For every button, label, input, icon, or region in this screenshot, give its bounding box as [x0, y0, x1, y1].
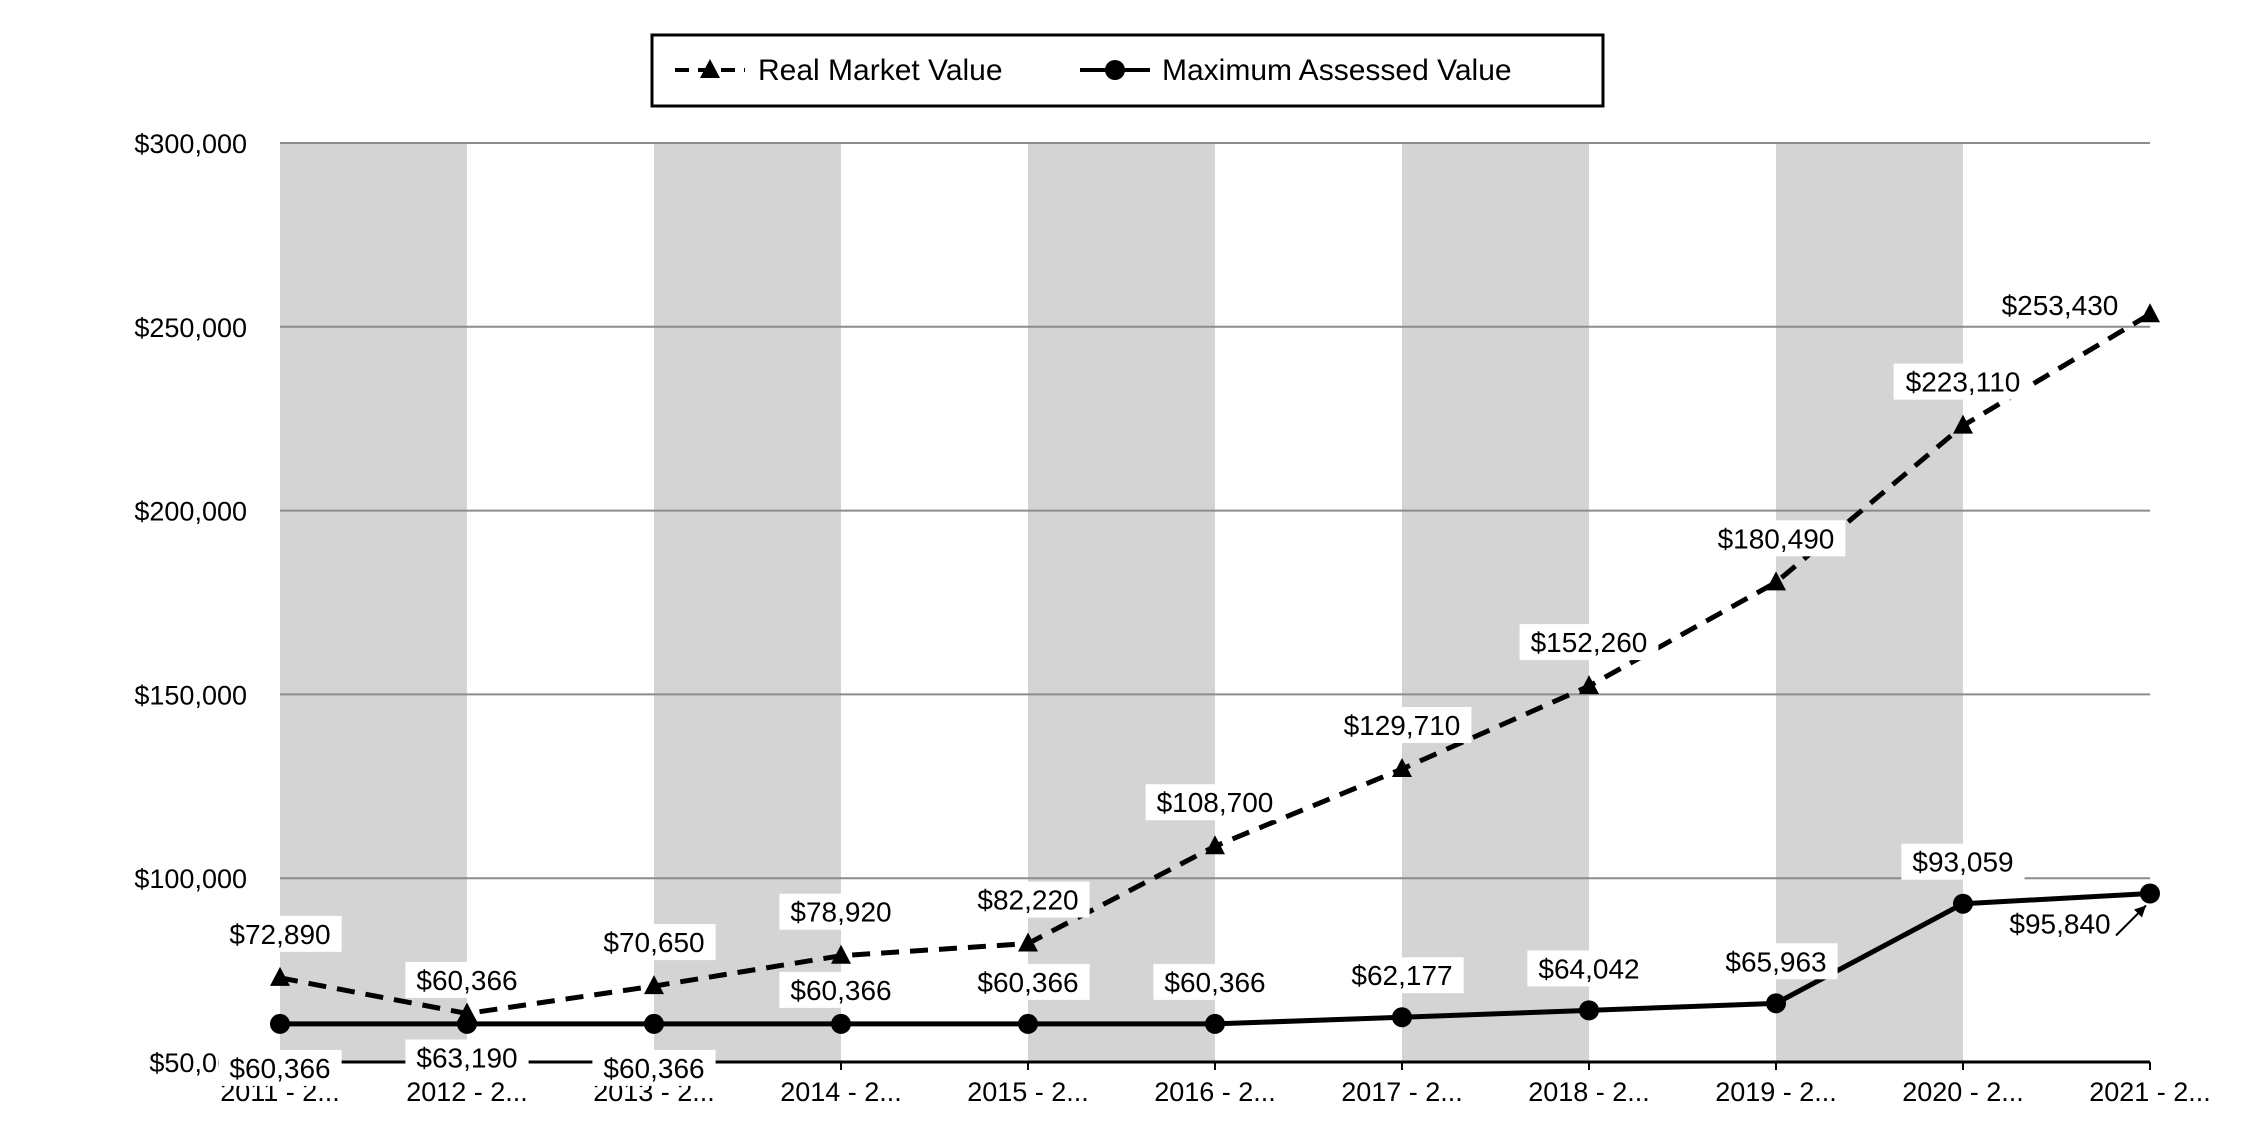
real-market-value-point [1392, 757, 1412, 777]
max-assessed-value-point [831, 1013, 851, 1034]
max-assessed-value-point [2140, 883, 2160, 904]
max-assessed-value-label: $60,366 [229, 1053, 330, 1084]
real-market-value-label: $82,220 [977, 885, 1078, 916]
real-market-value-point [1018, 932, 1038, 952]
x-tick-label: 2015 - 2... [967, 1077, 1089, 1107]
max-assessed-value-label-bg [1998, 905, 2122, 942]
max-assessed-value-point [644, 1013, 664, 1034]
max-assessed-value-label-bg [779, 971, 903, 1008]
column-band [1402, 143, 1589, 1062]
real-market-value-point [270, 966, 290, 986]
max-assessed-value-point [1766, 993, 1786, 1014]
y-tick-label: $250,000 [134, 313, 247, 343]
real-market-value-label: $70,650 [603, 927, 704, 958]
max-assessed-value-label-bg [1714, 943, 1838, 980]
x-tick-label: 2021 - 2... [2089, 1077, 2211, 1107]
real-market-value-label: $152,260 [1531, 627, 1648, 658]
real-market-value-point [1766, 571, 1786, 591]
max-assessed-value-label: $95,840 [2009, 908, 2110, 939]
max-assessed-value-label: $62,177 [1351, 960, 1452, 991]
real-market-value-label-bg [1990, 287, 2130, 324]
real-market-value-label: $72,890 [229, 919, 330, 950]
y-tick-label: $200,000 [134, 497, 247, 527]
column-bands [280, 143, 1963, 1062]
real-market-value-label-bg [592, 924, 716, 961]
x-tick-label: 2018 - 2... [1528, 1077, 1650, 1107]
y-tick-label: $150,000 [134, 680, 247, 710]
max-assessed-value-label: $65,963 [1725, 946, 1826, 977]
y-tick-label: $100,000 [134, 864, 247, 894]
x-tick-label: 2014 - 2... [780, 1077, 902, 1107]
real-market-value-label-bg [1893, 363, 2033, 400]
max-assessed-value-label: $60,366 [977, 967, 1078, 998]
max-assessed-value-label: $60,366 [1164, 967, 1265, 998]
max-assessed-value-label-bg [966, 963, 1090, 1000]
real-market-value-label-bg [779, 893, 903, 930]
legend-rmv-label: Real Market Value [758, 54, 1003, 87]
max-assessed-value-label-bg [1527, 950, 1651, 987]
max-assessed-value-point [457, 1013, 477, 1034]
max-assessed-value-label-bg [1153, 963, 1277, 1000]
x-tick-label: 2012 - 2... [406, 1077, 528, 1107]
real-market-value-point [1579, 675, 1599, 695]
max-assessed-value-label: $60,366 [790, 975, 891, 1006]
max-assessed-value-point [1579, 1000, 1599, 1021]
legend-rmv-marker [700, 59, 720, 78]
max-assessed-value-point [1205, 1013, 1225, 1034]
gridlines: $50,000$100,000$150,000$200,000$250,000$… [134, 129, 2150, 1078]
axes: 2011 - 2... 2012 - 2... 2013 - 2... 2014 - … [220, 1060, 2211, 1107]
real-market-value-label-bg [405, 1039, 529, 1076]
column-band [280, 143, 467, 1062]
x-tick-label: 2020 - 2... [1902, 1077, 2024, 1107]
max-assessed-value-point [270, 1013, 290, 1034]
column-band [1028, 143, 1215, 1062]
real-market-value-label: $180,490 [1718, 523, 1835, 554]
data-labels: $72,890 $63,190 $70,650 $78,920 $82,220 $108,… [218, 287, 2147, 1086]
real-market-value-label-bg [966, 881, 1090, 918]
max-assessed-value-point [1392, 1007, 1412, 1028]
real-market-value-label: $63,190 [416, 1043, 517, 1074]
legend-mav-label: Maximum Assessed Value [1162, 54, 1512, 87]
label-leader-arrow [2134, 905, 2146, 918]
real-market-value-label-bg [218, 915, 342, 952]
y-tick-label: $300,000 [134, 129, 247, 159]
real-market-value-label: $108,700 [1157, 787, 1274, 818]
max-assessed-value-label-bg [218, 1049, 342, 1086]
max-assessed-value-label-bg [405, 961, 529, 998]
real-market-value-label: $253,430 [2002, 290, 2119, 321]
column-band [1776, 143, 1963, 1062]
max-assessed-value-label: $60,366 [416, 965, 517, 996]
x-tick-label: 2019 - 2... [1715, 1077, 1837, 1107]
x-tick-label: 2017 - 2... [1341, 1077, 1463, 1107]
real-market-value-label: $78,920 [790, 897, 891, 928]
real-market-value-point [831, 944, 851, 964]
legend-mav-marker [1105, 60, 1125, 80]
max-assessed-value-point [1953, 893, 1973, 914]
real-market-value-label-bg [1519, 624, 1659, 661]
real-market-value-point [1953, 414, 1973, 434]
max-assessed-value-label: $93,059 [1912, 847, 2013, 878]
max-assessed-value-label: $64,042 [1538, 953, 1639, 984]
real-market-value-point [1205, 835, 1225, 855]
legend: Real Market Value Maximum Assessed Value [650, 33, 1605, 108]
real-market-value-point [644, 975, 664, 995]
real-market-value-label: $129,710 [1344, 710, 1461, 741]
x-tick-label: 2016 - 2... [1154, 1077, 1276, 1107]
real-market-value-label-bg [1332, 706, 1472, 743]
real-market-value-label-bg [1706, 520, 1846, 557]
max-assessed-value-label-bg [592, 1049, 716, 1086]
max-assessed-value-label-bg [1340, 957, 1464, 994]
max-assessed-value-point [1018, 1013, 1038, 1034]
real-market-value-label: $223,110 [1906, 367, 2021, 398]
real-market-value-label-bg [1145, 784, 1285, 821]
max-assessed-value-label: $60,366 [603, 1053, 704, 1084]
max-assessed-value-label-bg [1901, 843, 2025, 880]
real-market-value-point [2140, 303, 2160, 323]
